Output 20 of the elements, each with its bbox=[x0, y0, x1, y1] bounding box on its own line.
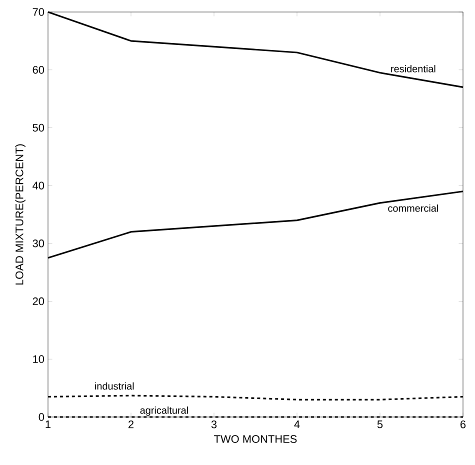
y-tick-label: 70 bbox=[32, 8, 44, 16]
y-tick-label: 20 bbox=[32, 297, 44, 306]
x-tick-label: 3 bbox=[211, 420, 217, 428]
y-tick-label: 40 bbox=[32, 182, 44, 190]
y-tick-label: 30 bbox=[32, 240, 44, 248]
y-tick-label: 10 bbox=[33, 355, 44, 364]
y-tick-label: 60 bbox=[32, 66, 44, 74]
x-tick-label: 5 bbox=[377, 420, 383, 428]
y-axis-title: LOAD MIXTURE(PERCENT) bbox=[15, 144, 26, 285]
x-tick-label: 2 bbox=[128, 420, 134, 428]
series-label: industrial bbox=[95, 382, 134, 390]
x-tick-label: 1 bbox=[46, 420, 51, 428]
y-tick-label: 0 bbox=[38, 413, 44, 421]
series-label: commercial bbox=[388, 204, 438, 212]
x-tick-label: 6 bbox=[460, 420, 466, 428]
x-axis-title: TWO MONTHES bbox=[214, 435, 297, 443]
series-label: agricaltural bbox=[140, 406, 188, 416]
x-tick-label: 4 bbox=[294, 420, 300, 428]
y-tick-label: 50 bbox=[32, 124, 44, 132]
series-label: residential bbox=[391, 65, 436, 72]
